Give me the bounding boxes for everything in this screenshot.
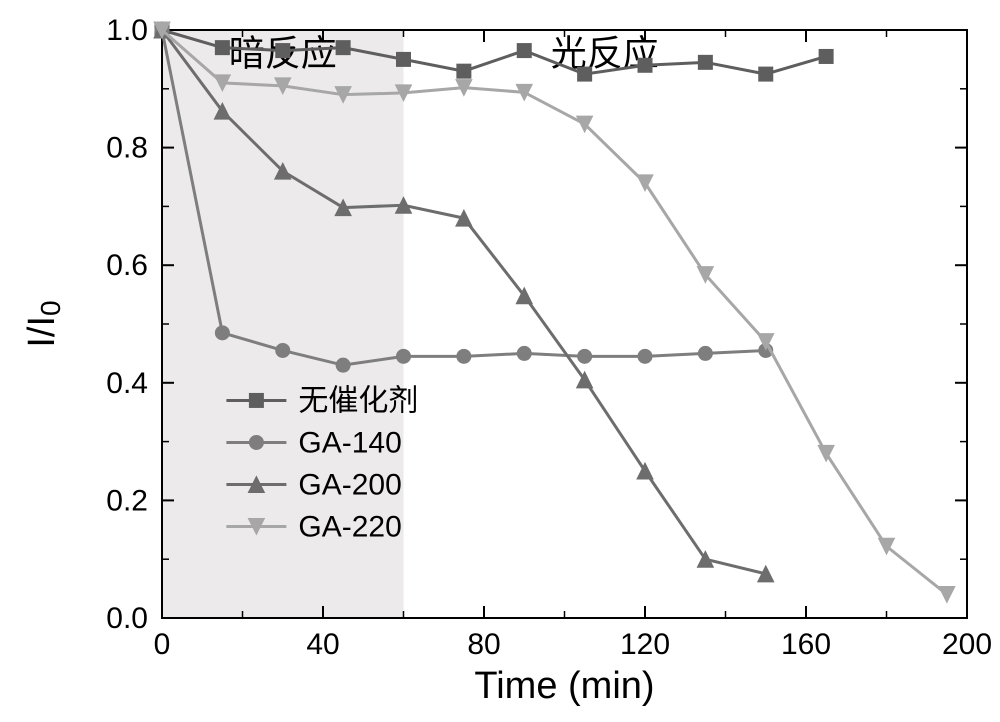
marker-circle bbox=[638, 349, 652, 363]
y-tick-label: 0.0 bbox=[106, 602, 148, 635]
marker-circle bbox=[397, 349, 411, 363]
marker-square bbox=[759, 67, 773, 81]
y-tick-label: 0.2 bbox=[106, 484, 148, 517]
marker-square bbox=[215, 41, 229, 55]
marker-circle bbox=[517, 346, 531, 360]
marker-triangle-down bbox=[637, 175, 653, 191]
marker-triangle-down bbox=[818, 445, 834, 461]
y-axis-title: I/I0 bbox=[21, 300, 66, 347]
legend-label: 无催化剂 bbox=[298, 384, 418, 417]
marker-triangle-down bbox=[939, 586, 955, 602]
marker-triangle-up bbox=[637, 463, 653, 479]
marker-circle bbox=[336, 358, 350, 372]
marker-square bbox=[457, 64, 471, 78]
y-tick-label: 1.0 bbox=[106, 14, 148, 47]
marker-square bbox=[578, 67, 592, 81]
chart-container: 0 40 80 120 160 200 0.0 0.2 0.4 0.6 0.8 1.0 Time (mi… bbox=[0, 0, 1000, 722]
x-axis-title: Time (min) bbox=[474, 665, 654, 707]
marker-square bbox=[276, 44, 290, 58]
legend-label: GA-140 bbox=[298, 426, 401, 459]
marker-circle bbox=[578, 349, 592, 363]
marker-square bbox=[638, 58, 652, 72]
y-tick-label: 0.8 bbox=[106, 132, 148, 165]
marker-circle bbox=[276, 343, 290, 357]
x-tick-label: 40 bbox=[306, 628, 339, 661]
y-tick-label: 0.6 bbox=[106, 249, 148, 282]
x-tick-label: 0 bbox=[154, 628, 171, 661]
x-tick-label: 80 bbox=[467, 628, 500, 661]
marker-square bbox=[397, 52, 411, 66]
x-tick-label: 160 bbox=[781, 628, 831, 661]
legend-label: GA-220 bbox=[298, 510, 401, 543]
marker-circle bbox=[215, 326, 229, 340]
marker-square bbox=[517, 44, 531, 58]
legend-label: GA-200 bbox=[298, 468, 401, 501]
marker-square bbox=[819, 49, 833, 63]
x-tick-label: 120 bbox=[620, 628, 670, 661]
chart-svg: 0 40 80 120 160 200 0.0 0.2 0.4 0.6 0.8 1.0 Time (mi… bbox=[0, 0, 1000, 722]
y-tick-label: 0.4 bbox=[106, 367, 148, 400]
x-tick-label: 200 bbox=[942, 628, 992, 661]
marker-circle bbox=[249, 435, 263, 449]
marker-circle bbox=[698, 346, 712, 360]
marker-square bbox=[698, 55, 712, 69]
marker-square bbox=[336, 41, 350, 55]
marker-circle bbox=[457, 349, 471, 363]
marker-square bbox=[249, 393, 263, 407]
